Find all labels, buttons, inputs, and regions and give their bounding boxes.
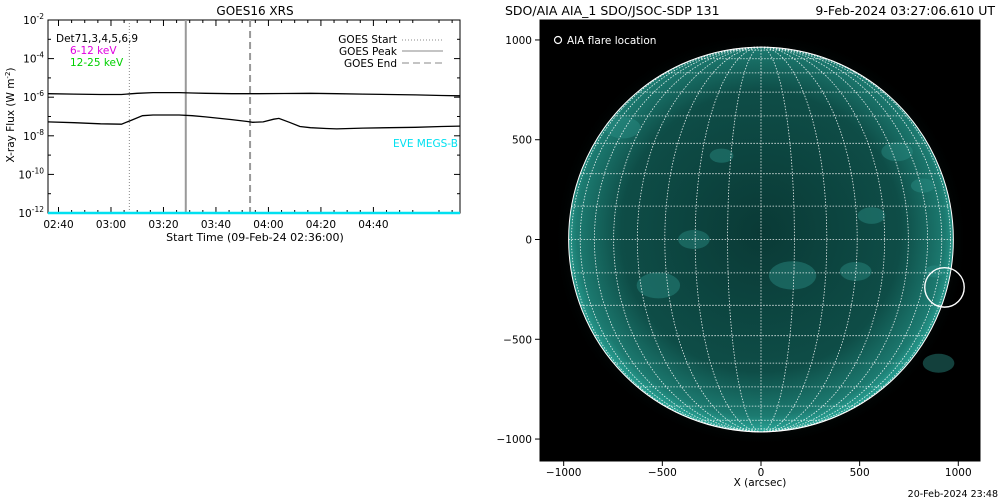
- aia-x-tick-label: 1000: [945, 467, 972, 479]
- aia-timestamp-footer: 20-Feb-2024 23:48: [908, 489, 998, 500]
- goes-y-axis-label: X-ray Flux (W m-2): [4, 67, 17, 162]
- goes-legend-6-12-kev: 6-12 keV: [70, 45, 117, 57]
- aia-legend-symbol: [553, 35, 563, 45]
- goes-y-tick-label: 10-8: [23, 128, 44, 143]
- aia-plot-frame: [539, 19, 981, 462]
- aia-title-right: 9-Feb-2024 03:27:06.610 UT: [815, 3, 995, 18]
- aia-y-tick-label: 500: [512, 135, 532, 147]
- aia-longitude-line: [760, 46, 928, 433]
- aia-longitude-line: [613, 46, 761, 433]
- aia-bright-region: [636, 272, 681, 299]
- aia-x-tick-label: −500: [648, 467, 677, 479]
- aia-bright-region: [678, 230, 710, 249]
- aia-longitude-line: [571, 46, 761, 433]
- aia-y-tick-label: 1000: [505, 35, 532, 47]
- goes-eve-label: EVE MEGS-B: [393, 138, 458, 150]
- aia-title-left: SDO/AIA AIA_1 SDO/JSOC-SDP 131: [505, 3, 720, 18]
- goes-legend-peak-label: GOES Peak: [339, 46, 398, 58]
- goes-y-tick-label: 10-12: [18, 205, 44, 220]
- aia-plot-area: AIA flare location −1000 −500 0 500 1000 1000 5…: [496, 19, 981, 479]
- aia-longitude-line: [727, 46, 761, 433]
- aia-bright-region: [922, 353, 955, 373]
- aia-longitude-line: [760, 46, 828, 433]
- aia-y-tick-label: −1000: [496, 434, 532, 446]
- goes-legend-end-label: GOES End: [344, 58, 397, 70]
- aia-bright-region: [768, 261, 817, 290]
- aia-image-layer: [553, 31, 969, 448]
- aia-legend-label: AIA flare location: [567, 35, 656, 47]
- aia-y-tick-label: 0: [525, 235, 532, 247]
- aia-longitude-line: [760, 46, 942, 433]
- goes-x-tick-label: 04:20: [306, 219, 336, 231]
- aia-bright-region: [605, 117, 641, 139]
- goes-y-label-exp: -2: [4, 72, 12, 79]
- goes-x-tick-label: 03:20: [148, 219, 178, 231]
- goes-legend-start-label: GOES Start: [338, 34, 397, 46]
- svg-text:X-ray Flux (W m-2): X-ray Flux (W m-2): [4, 67, 17, 162]
- goes-legend-12-25-kev: 12-25 keV: [70, 57, 124, 69]
- aia-bright-region: [709, 148, 734, 163]
- goes-x-tick-label: 02:40: [43, 219, 73, 231]
- aia-longitude-line: [594, 46, 761, 433]
- goes-y-tick-label: 10-6: [23, 89, 44, 104]
- aia-longitude-line: [760, 46, 795, 433]
- aia-limb-outline: [568, 46, 954, 433]
- goes-series-short: [47, 114, 461, 130]
- aia-longitude-line: [637, 46, 761, 433]
- goes-x-tick-label: 04:40: [358, 219, 388, 231]
- goes-y-tick-label: 10-2: [23, 12, 44, 27]
- goes-y-label-main: X-ray Flux (W m: [5, 79, 17, 163]
- goes-x-tick-label: 04:00: [253, 219, 283, 231]
- aia-longitude-line: [694, 46, 761, 433]
- aia-x-axis-label: X (arcsec): [734, 477, 787, 489]
- aia-coordinate-grid: [568, 46, 954, 433]
- aia-longitude-line: [664, 46, 761, 433]
- aia-y-tick-label: −500: [503, 334, 532, 346]
- aia-longitude-line: [760, 46, 885, 433]
- goes-chart-title: GOES16 XRS: [216, 4, 293, 18]
- aia-bright-region: [881, 142, 913, 162]
- goes-x-tick-label: 03:00: [96, 219, 126, 231]
- aia-bright-region: [910, 178, 935, 193]
- aia-longitude-line: [760, 46, 858, 433]
- goes-x-axis-label: Start Time (09-Feb-24 02:36:00): [166, 231, 344, 244]
- aia-x-tick-label: 0: [758, 467, 765, 479]
- goes-y-tick-label: 10-10: [18, 166, 44, 181]
- aia-flare-location-circle: [924, 266, 965, 308]
- goes-y-tick-label: 10-4: [23, 51, 44, 66]
- aia-x-tick-label: 500: [850, 467, 870, 479]
- aia-longitude-line: [760, 46, 909, 433]
- aia-x-tick-label: −1000: [546, 467, 582, 479]
- aia-bright-region: [857, 207, 886, 224]
- goes-detector-text: Det71,3,4,5,6,9: [56, 33, 138, 45]
- aia-longitude-line: [760, 46, 951, 433]
- goes-x-tick-label: 03:40: [201, 219, 231, 231]
- aia-longitude-line: [580, 46, 761, 433]
- goes-series-long: [47, 91, 461, 97]
